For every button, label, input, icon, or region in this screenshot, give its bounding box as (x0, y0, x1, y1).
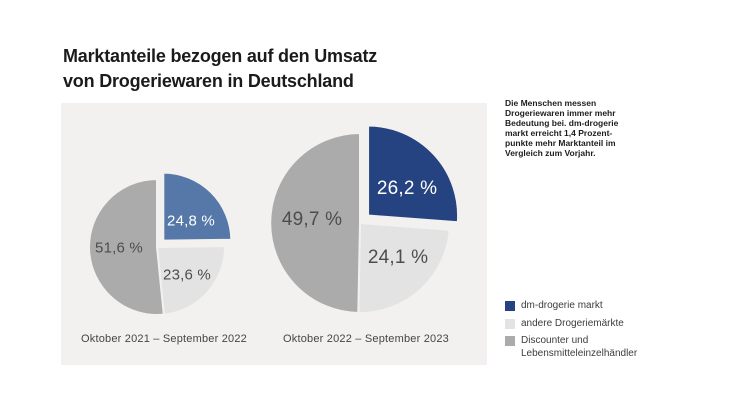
pie-label-discounter-2022: 49,7 % (281, 209, 343, 230)
pie-slice-0 (367, 124, 460, 224)
pie-slice-1 (155, 245, 226, 316)
legend-item-discounter: Discounter und Lebensmitteleinzelhändler (505, 335, 651, 360)
legend: dm-drogerie markt andere Drogeriemärkte … (505, 300, 651, 360)
pie-label-andere-2022: 24,1 % (367, 247, 429, 268)
pie-caption-2022-2023: Oktober 2022 – September 2023 (282, 333, 450, 345)
legend-item-andere: andere Drogeriemärkte (505, 318, 651, 331)
legend-label-dm: dm-drogerie markt (521, 300, 603, 311)
pie-slice-2 (269, 131, 361, 315)
chart-panel: 24,8 % 23,6 % 51,6 % 26,2 % 24,1 % 49,7 … (61, 103, 487, 365)
pie-caption-2021-2022: Oktober 2021 – September 2022 (80, 333, 248, 345)
legend-label-andere: andere Drogeriemärkte (521, 317, 624, 329)
pie-slice-2 (88, 177, 165, 316)
pie-slice-1 (357, 221, 451, 314)
pie-slice-0 (162, 171, 233, 242)
pie-chart-2021-2022 (88, 171, 233, 316)
pie-chart-2022-2023 (269, 124, 460, 315)
legend-label-discounter: Discounter und Lebensmitteleinzelhändler (521, 335, 638, 359)
legend-swatch-discounter (505, 336, 515, 346)
legend-swatch-dm (505, 301, 515, 311)
pie-label-dm-2022: 26,2 % (376, 178, 438, 199)
legend-swatch-andere (505, 318, 515, 329)
pie-label-discounter-2021: 51,6 % (95, 239, 143, 257)
legend-item-dm: dm-drogerie markt (505, 300, 651, 313)
pie-label-andere-2021: 23,6 % (163, 266, 211, 284)
pie-label-dm-2021: 24,8 % (167, 212, 215, 230)
annotation-text: Die Menschen messen Drogeriewaren immer … (505, 98, 619, 158)
page-title: Marktanteile bezogen auf den Umsatz von … (63, 46, 378, 91)
